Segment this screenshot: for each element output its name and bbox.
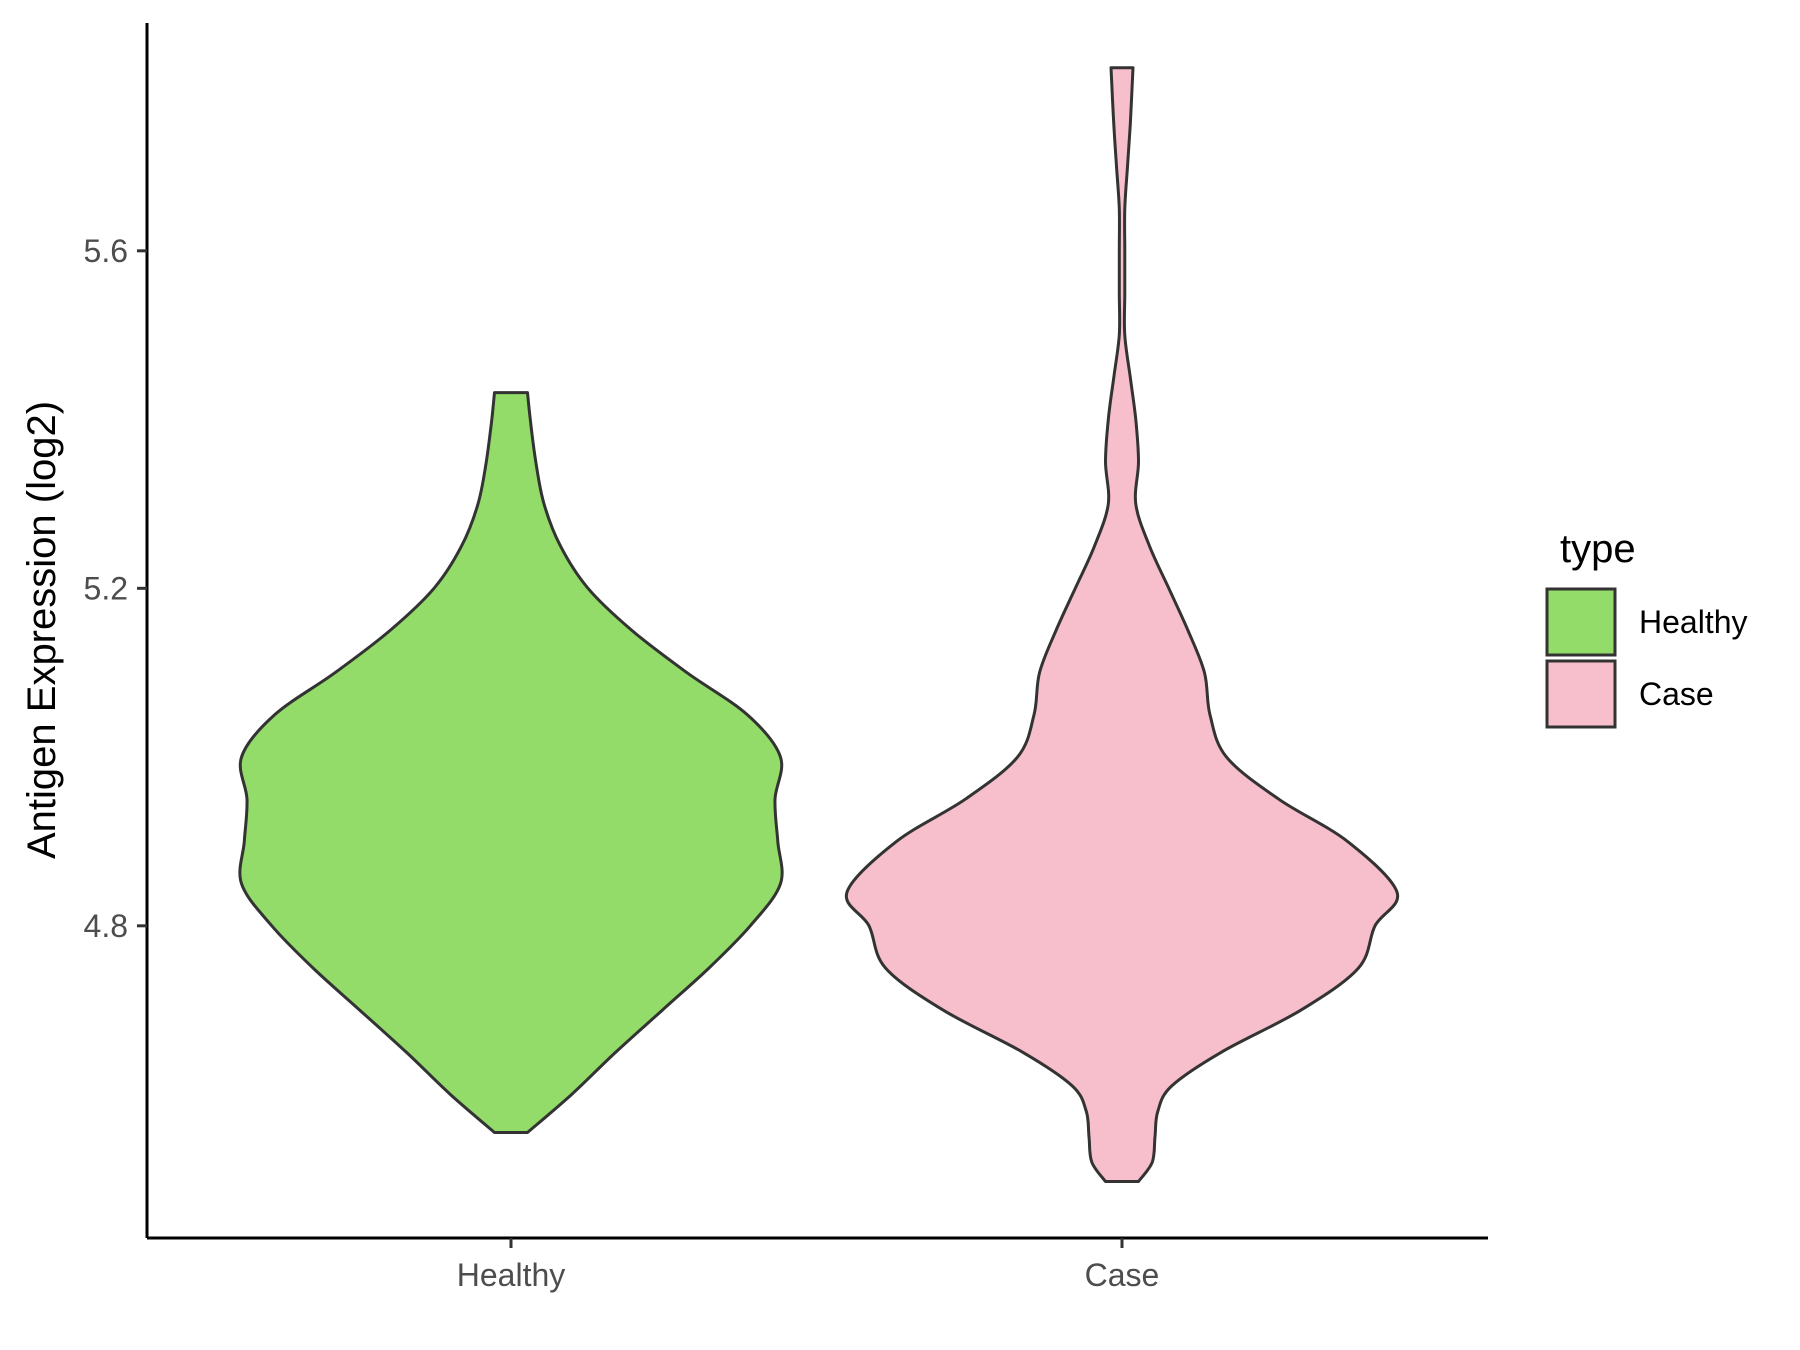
legend-entries: Healthy Case — [1545, 587, 1748, 729]
legend-swatch-healthy — [1545, 587, 1617, 657]
x-tick-label-healthy: Healthy — [457, 1257, 566, 1293]
legend: type Healthy Case — [1545, 527, 1748, 729]
y-axis-ticks: 4.8 5.2 5.6 — [84, 233, 147, 944]
legend-label-case: Case — [1639, 676, 1714, 712]
legend-title: type — [1560, 527, 1636, 571]
violin-case — [844, 66, 1400, 1183]
legend-swatch-case — [1545, 659, 1617, 729]
legend-label-healthy: Healthy — [1639, 604, 1748, 640]
violins-layer — [238, 66, 1400, 1183]
violin-healthy — [238, 391, 784, 1134]
x-axis-ticks: Healthy Case — [457, 1238, 1160, 1293]
y-tick-label: 4.8 — [84, 908, 128, 944]
x-tick-label-case: Case — [1085, 1257, 1160, 1293]
y-tick-label: 5.2 — [84, 570, 128, 606]
y-tick-label: 5.6 — [84, 233, 128, 269]
y-axis-title: Antigen Expression (log2) — [20, 401, 64, 859]
